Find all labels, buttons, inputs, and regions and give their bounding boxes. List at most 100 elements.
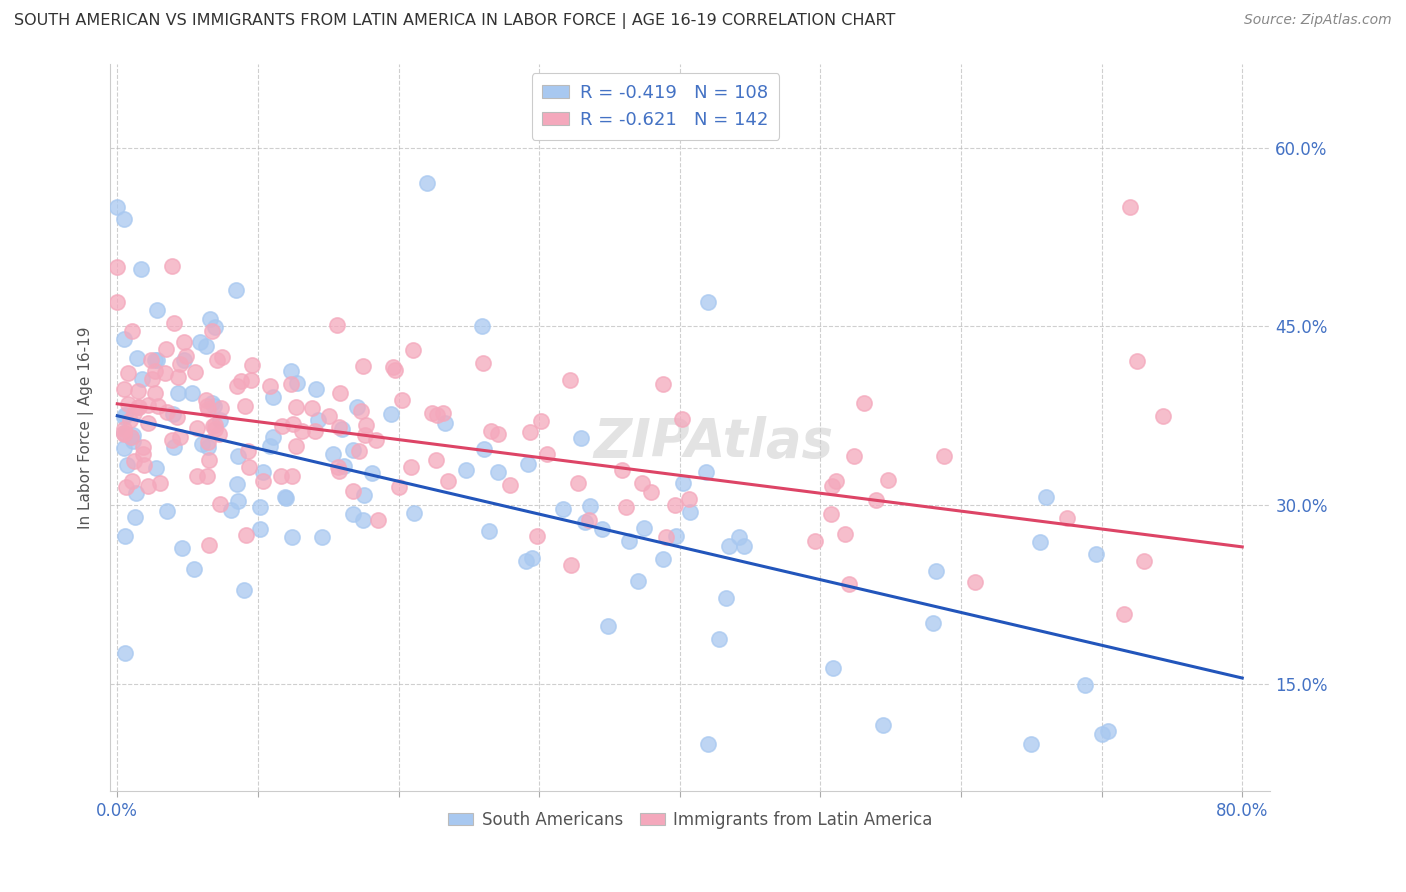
Point — [696, 295, 718, 310]
Point — [274, 491, 297, 506]
Point — [1125, 354, 1147, 368]
Point — [311, 530, 333, 544]
Point — [274, 490, 297, 504]
Point — [925, 565, 948, 579]
Point — [122, 406, 145, 420]
Point — [591, 522, 613, 536]
Point — [865, 493, 887, 508]
Point — [105, 295, 128, 310]
Point — [229, 374, 252, 388]
Point — [205, 352, 228, 367]
Point — [120, 430, 142, 444]
Point — [233, 583, 256, 598]
Point — [633, 521, 655, 535]
Point — [672, 475, 695, 490]
Point — [517, 457, 540, 471]
Point — [226, 493, 249, 508]
Point — [155, 342, 177, 356]
Point — [733, 540, 755, 554]
Point — [197, 435, 219, 450]
Point — [652, 552, 675, 566]
Point — [252, 475, 274, 489]
Point — [671, 411, 693, 425]
Point — [198, 453, 221, 467]
Point — [560, 558, 582, 572]
Point — [204, 320, 226, 334]
Point — [454, 463, 477, 477]
Point — [352, 512, 374, 526]
Point — [1019, 737, 1042, 751]
Point — [353, 488, 375, 502]
Point — [678, 492, 700, 507]
Point — [872, 718, 894, 732]
Point — [184, 365, 207, 379]
Point — [526, 529, 548, 543]
Point — [259, 378, 281, 392]
Point — [922, 616, 945, 631]
Point — [112, 427, 135, 442]
Point — [271, 418, 294, 433]
Point — [716, 591, 738, 605]
Point — [262, 390, 284, 404]
Point — [346, 400, 368, 414]
Point — [280, 364, 302, 378]
Point — [233, 399, 256, 413]
Point — [270, 469, 292, 483]
Point — [143, 353, 166, 368]
Point — [169, 430, 191, 444]
Point — [208, 413, 231, 427]
Point — [301, 401, 323, 416]
Point — [328, 464, 350, 478]
Y-axis label: In Labor Force | Age 16-19: In Labor Force | Age 16-19 — [79, 326, 94, 529]
Point — [350, 404, 373, 418]
Point — [167, 370, 190, 384]
Point — [367, 513, 389, 527]
Point — [120, 430, 142, 444]
Point — [201, 419, 224, 434]
Point — [173, 335, 195, 350]
Point — [191, 437, 214, 451]
Point — [651, 376, 673, 391]
Point — [934, 449, 956, 463]
Point — [640, 484, 662, 499]
Point — [821, 660, 844, 674]
Point — [304, 424, 326, 438]
Point — [318, 409, 340, 424]
Point — [281, 417, 304, 431]
Point — [285, 439, 308, 453]
Point — [122, 434, 145, 449]
Point — [432, 407, 454, 421]
Point — [186, 421, 208, 435]
Point — [727, 530, 749, 544]
Point — [228, 449, 250, 463]
Point — [163, 317, 186, 331]
Point — [853, 396, 876, 410]
Point — [834, 527, 856, 541]
Point — [136, 478, 159, 492]
Point — [631, 476, 654, 491]
Point — [281, 530, 304, 544]
Point — [437, 474, 460, 488]
Point — [328, 419, 350, 434]
Point — [342, 483, 364, 498]
Point — [200, 325, 222, 339]
Point — [361, 467, 384, 481]
Point — [471, 319, 494, 334]
Point — [115, 480, 138, 494]
Point — [471, 356, 494, 370]
Point — [342, 507, 364, 521]
Text: SOUTH AMERICAN VS IMMIGRANTS FROM LATIN AMERICA IN LABOR FORCE | AGE 16-19 CORRE: SOUTH AMERICAN VS IMMIGRANTS FROM LATIN … — [14, 13, 896, 29]
Point — [1119, 200, 1142, 214]
Point — [124, 486, 146, 500]
Point — [112, 211, 135, 226]
Point — [195, 399, 218, 413]
Point — [1035, 490, 1057, 504]
Point — [117, 367, 139, 381]
Point — [128, 401, 150, 415]
Point — [709, 632, 731, 646]
Point — [329, 385, 352, 400]
Point — [352, 359, 374, 373]
Point — [136, 416, 159, 430]
Point — [197, 441, 219, 455]
Point — [105, 200, 128, 214]
